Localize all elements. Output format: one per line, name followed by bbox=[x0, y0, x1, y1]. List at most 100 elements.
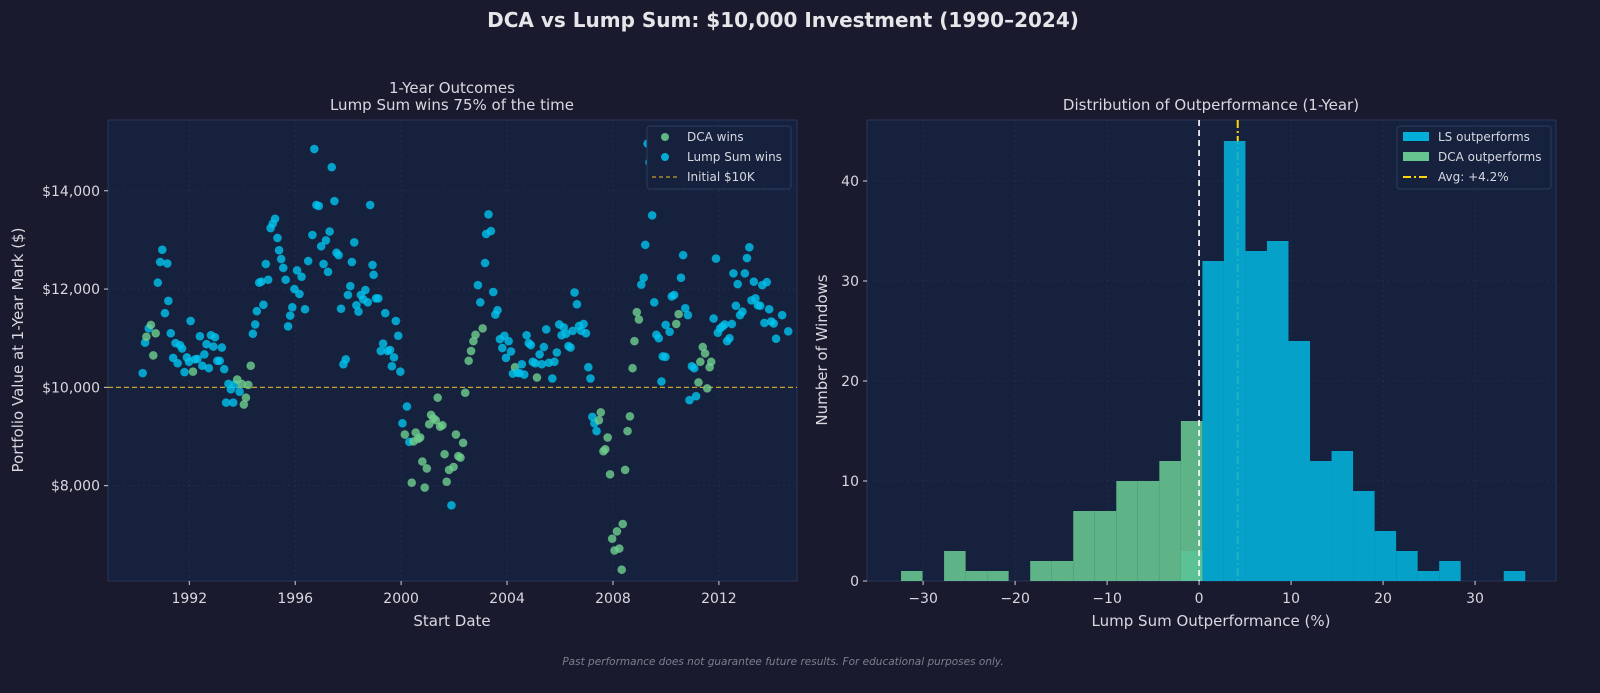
point-dca-wins bbox=[632, 307, 642, 317]
point-lump-sum-wins bbox=[155, 257, 165, 267]
bar-dca-outperforms bbox=[1137, 481, 1160, 581]
point-lump-sum-wins bbox=[215, 356, 225, 366]
histogram-bars bbox=[901, 141, 1526, 581]
point-lump-sum-wins bbox=[731, 301, 741, 311]
point-lump-sum-wins bbox=[385, 345, 395, 355]
point-lump-sum-wins bbox=[387, 361, 397, 371]
point-dca-wins bbox=[433, 393, 443, 403]
point-lump-sum-wins bbox=[572, 299, 582, 309]
point-lump-sum-wins bbox=[274, 245, 284, 255]
point-dca-wins bbox=[628, 363, 637, 373]
point-lump-sum-wins bbox=[711, 254, 721, 263]
histogram-legend-box bbox=[1396, 125, 1552, 190]
point-lump-sum-wins bbox=[292, 265, 302, 275]
histogram-x-label: Lump Sum Outperformance (%) bbox=[1092, 612, 1331, 630]
point-dca-wins bbox=[466, 346, 476, 356]
point-lump-sum-wins bbox=[321, 236, 331, 245]
point-lump-sum-wins bbox=[160, 308, 170, 318]
bar-ls-outperforms bbox=[1439, 561, 1461, 581]
point-lump-sum-wins bbox=[295, 289, 304, 299]
point-lump-sum-wins bbox=[195, 331, 205, 341]
point-lump-sum-wins bbox=[676, 273, 686, 283]
histogram-y-label: Number of Windows bbox=[813, 274, 831, 425]
scatter-ticks: 1992 1996 2000 2004 2008 2012 $8,000 $10,000 $12… bbox=[42, 184, 737, 607]
scatter-y-tick-label: $14,000 bbox=[42, 184, 100, 200]
point-lump-sum-wins bbox=[389, 352, 399, 362]
bar-ls-outperforms bbox=[1202, 261, 1224, 581]
scatter-title: 1-Year Outcomes bbox=[389, 79, 515, 97]
scatter-x-tick-label: 2008 bbox=[595, 591, 631, 607]
legend-label-avg: Avg: +4.2% bbox=[1438, 170, 1509, 184]
point-lump-sum-wins bbox=[391, 316, 401, 326]
scatter-x-tick-label: 1992 bbox=[171, 591, 207, 607]
legend-label-dca-outperforms: DCA outperforms bbox=[1438, 150, 1541, 164]
bar-dca-outperforms bbox=[1116, 481, 1138, 581]
point-dca-wins bbox=[400, 430, 410, 439]
point-lump-sum-wins bbox=[749, 277, 759, 287]
point-lump-sum-wins bbox=[316, 241, 326, 251]
histogram-x-tick-label: 30 bbox=[1466, 591, 1484, 607]
point-dca-wins bbox=[456, 453, 465, 463]
point-lump-sum-wins bbox=[180, 367, 189, 377]
point-lump-sum-wins bbox=[592, 426, 601, 436]
point-lump-sum-wins bbox=[314, 201, 324, 211]
point-lump-sum-wins bbox=[250, 320, 260, 329]
point-dca-wins bbox=[241, 393, 251, 403]
point-lump-sum-wins bbox=[341, 354, 351, 364]
point-lump-sum-wins bbox=[654, 333, 664, 343]
point-dca-wins bbox=[407, 478, 417, 488]
bar-ls-outperforms bbox=[1266, 241, 1289, 581]
legend-marker-ls bbox=[661, 153, 669, 161]
point-lump-sum-wins bbox=[270, 214, 280, 224]
point-lump-sum-wins bbox=[281, 275, 291, 285]
legend-marker-dca bbox=[661, 133, 669, 141]
point-lump-sum-wins bbox=[373, 294, 383, 303]
point-lump-sum-wins bbox=[345, 281, 355, 291]
point-lump-sum-wins bbox=[199, 350, 209, 359]
point-dca-wins bbox=[625, 411, 635, 421]
point-dca-wins bbox=[246, 361, 256, 371]
scatter-legend: DCA wins Lump Sum wins Initial $10K bbox=[646, 125, 792, 190]
point-lump-sum-wins bbox=[764, 304, 774, 314]
point-lump-sum-wins bbox=[259, 300, 268, 310]
point-lump-sum-wins bbox=[669, 290, 679, 300]
point-lump-sum-wins bbox=[493, 305, 502, 315]
scatter-x-tick-label: 2000 bbox=[383, 591, 419, 607]
point-dca-wins bbox=[440, 449, 449, 459]
histogram-x-tick-label: −30 bbox=[908, 591, 938, 607]
scatter-x-tick-label: 1996 bbox=[277, 591, 313, 607]
point-lump-sum-wins bbox=[287, 302, 297, 312]
point-lump-sum-wins bbox=[263, 275, 273, 285]
bar-ls-outperforms bbox=[1374, 531, 1397, 581]
point-lump-sum-wins bbox=[276, 254, 286, 264]
bar-ls-outperforms bbox=[1310, 461, 1332, 581]
figure-title: DCA vs Lump Sum: $10,000 Investment (199… bbox=[487, 8, 1079, 32]
point-lump-sum-wins bbox=[330, 196, 339, 206]
histogram-x-tick-label: −10 bbox=[1092, 591, 1122, 607]
point-dca-wins bbox=[478, 323, 488, 333]
point-lump-sum-wins bbox=[475, 297, 485, 307]
point-lump-sum-wins bbox=[343, 290, 353, 300]
point-lump-sum-wins bbox=[691, 391, 701, 401]
point-lump-sum-wins bbox=[163, 296, 173, 306]
legend-label-initial: Initial $10K bbox=[687, 170, 756, 184]
point-dca-wins bbox=[424, 419, 434, 429]
point-lump-sum-wins bbox=[783, 326, 793, 336]
point-lump-sum-wins bbox=[347, 257, 357, 267]
bar-dca-outperforms bbox=[987, 571, 1009, 581]
histogram-title: Distribution of Outperformance (1-Year) bbox=[1063, 96, 1359, 114]
point-dca-wins bbox=[471, 330, 480, 340]
legend-label-ls-wins: Lump Sum wins bbox=[687, 150, 782, 164]
point-lump-sum-wins bbox=[153, 278, 163, 288]
point-lump-sum-wins bbox=[248, 329, 258, 339]
point-lump-sum-wins bbox=[300, 304, 310, 314]
scatter-x-label: Start Date bbox=[413, 612, 490, 630]
legend-swatch-dca bbox=[1403, 152, 1429, 161]
bar-dca-outperforms bbox=[965, 571, 988, 581]
point-dca-wins bbox=[151, 328, 161, 338]
point-lump-sum-wins bbox=[497, 343, 507, 353]
point-lump-sum-wins bbox=[327, 162, 337, 172]
point-lump-sum-wins bbox=[486, 226, 496, 236]
point-lump-sum-wins bbox=[157, 245, 167, 255]
point-lump-sum-wins bbox=[402, 402, 412, 411]
